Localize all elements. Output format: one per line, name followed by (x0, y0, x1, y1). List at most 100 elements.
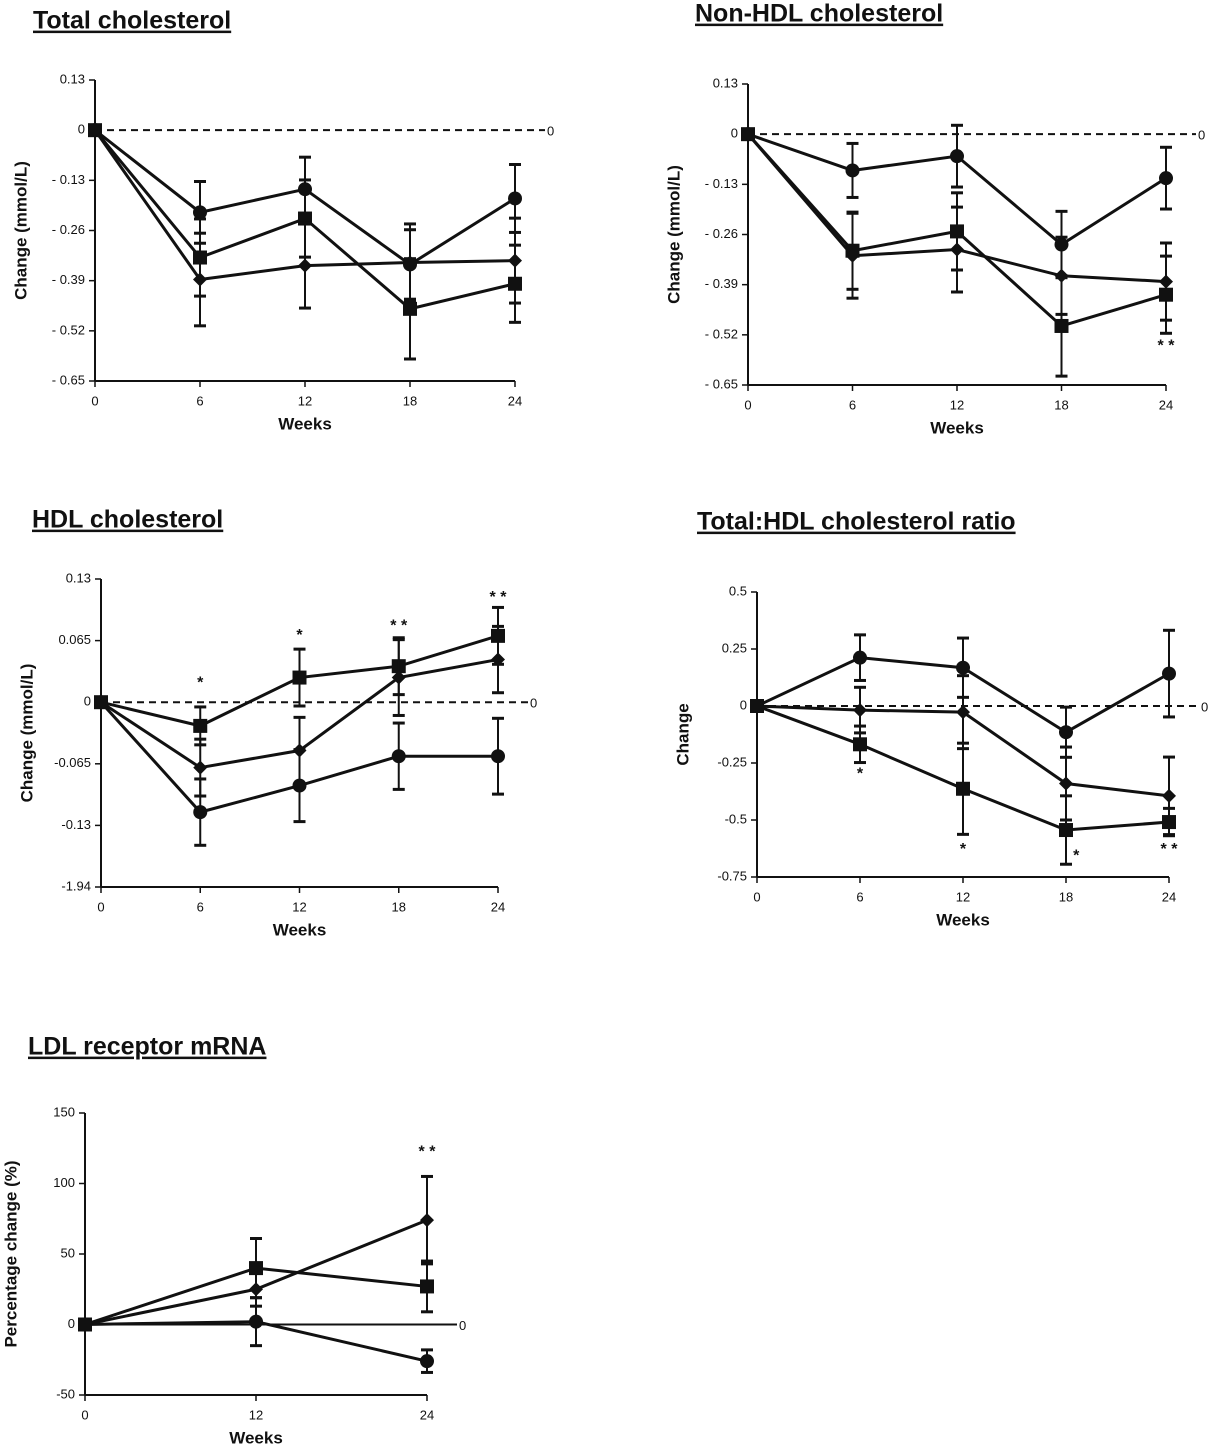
y-tick-label: -0.5 (725, 811, 747, 826)
marker-diamond (88, 123, 102, 138)
marker-square (750, 699, 764, 713)
marker-diamond (1054, 268, 1069, 283)
marker-diamond (1059, 776, 1073, 791)
reference-label: 0 (1198, 128, 1205, 143)
marker-circle (950, 149, 964, 164)
x-axis-label: Weeks (273, 920, 327, 939)
x-axis-label: Weeks (229, 1428, 283, 1447)
marker-square (1059, 823, 1073, 838)
reference-label: 0 (459, 1318, 466, 1333)
significance-mark: * * (390, 618, 408, 635)
marker-diamond (1159, 274, 1173, 289)
marker-circle (956, 660, 970, 675)
significance-mark: * * (419, 1144, 437, 1161)
marker-diamond (853, 703, 867, 718)
y-tick-label: - 0.13 (705, 176, 738, 191)
chart-panel: Total cholesterol 0.13 0 - 0.13 - 0.26 - 0.39… (11, 7, 554, 434)
significance-mark: * * (1158, 338, 1176, 355)
marker-circle (193, 205, 207, 220)
marker-circle (193, 805, 208, 820)
marker-circle (845, 163, 860, 178)
marker-diamond (420, 1213, 434, 1228)
significance-mark: * (296, 627, 303, 644)
marker-square (78, 1317, 92, 1332)
y-tick-label: 0.13 (60, 71, 85, 86)
y-tick-label: -0.065 (54, 755, 91, 770)
marker-square (249, 1261, 263, 1276)
significance-mark: * (197, 674, 204, 691)
marker-square (193, 718, 208, 733)
x-tick-label: 0 (753, 889, 760, 904)
y-tick-label: - 0.52 (705, 326, 738, 341)
marker-circle (249, 1314, 263, 1329)
x-tick-label: 0 (744, 397, 751, 412)
marker-circle (292, 778, 307, 793)
y-tick-label: 0 (84, 694, 91, 709)
x-tick-label: 24 (420, 1407, 434, 1422)
marker-circle (420, 1354, 434, 1369)
y-tick-label: -50 (56, 1386, 75, 1401)
y-tick-label: 0 (731, 126, 738, 141)
chart-panel: LDL receptor mRNA 150 100 50 0 -50 0 12 24 Weeks P… (1, 1033, 466, 1448)
x-axis-label: Weeks (936, 910, 990, 929)
marker-square (1162, 815, 1176, 830)
x-tick-label: 6 (197, 899, 204, 914)
x-tick-label: 24 (491, 899, 505, 914)
y-tick-label: 0.5 (729, 583, 747, 598)
y-tick-label: -0.75 (717, 868, 747, 883)
y-axis-label: Percentage change (%) (1, 1160, 20, 1347)
chart-panel: Total:HDL cholesterol ratio 0.5 0.25 0 -0.25… (673, 508, 1208, 930)
marker-diamond (741, 127, 755, 142)
marker-square (403, 301, 417, 316)
y-tick-label: 0.13 (713, 75, 738, 90)
x-axis-label: Weeks (930, 418, 984, 437)
marker-circle (491, 749, 505, 764)
y-tick-label: 0 (68, 1316, 75, 1331)
marker-diamond (845, 248, 860, 263)
marker-circle (1162, 666, 1176, 681)
y-axis-label: Change (mmol/L) (664, 165, 683, 304)
x-tick-label: 12 (249, 1407, 263, 1422)
y-tick-label: - 0.65 (52, 372, 85, 387)
y-tick-label: 0 (78, 122, 85, 137)
marker-square (420, 1279, 434, 1294)
y-tick-label: - 0.26 (705, 226, 738, 241)
marker-circle (391, 749, 406, 764)
y-tick-label: -0.25 (717, 754, 747, 769)
marker-circle (94, 695, 108, 710)
marker-diamond (950, 242, 964, 257)
chart-title: HDL cholesterol (32, 506, 223, 534)
reference-label: 0 (1201, 699, 1208, 714)
y-tick-label: -1.94 (61, 878, 91, 893)
marker-circle (508, 191, 522, 206)
y-tick-label: - 0.52 (52, 322, 85, 337)
marker-diamond (403, 255, 417, 270)
marker-diamond (1162, 788, 1176, 803)
marker-square (853, 737, 867, 752)
x-tick-label: 18 (392, 899, 406, 914)
marker-square (956, 781, 970, 796)
y-tick-label: 50 (61, 1245, 75, 1260)
significance-mark: * (1073, 848, 1080, 865)
reference-label: 0 (530, 696, 537, 711)
y-tick-label: 0.25 (722, 640, 747, 655)
y-tick-label: - 0.39 (52, 272, 85, 287)
x-tick-label: 24 (1162, 889, 1176, 904)
x-tick-label: 0 (91, 393, 98, 408)
x-tick-label: 12 (956, 889, 970, 904)
marker-diamond (298, 258, 312, 273)
significance-mark: * * (490, 589, 508, 606)
chart-title: Total cholesterol (33, 7, 231, 35)
y-axis-label: Change (673, 703, 692, 765)
reference-label: 0 (547, 124, 554, 139)
y-tick-label: -0.13 (61, 817, 91, 832)
marker-diamond (193, 272, 207, 287)
chart-title: Total:HDL cholesterol ratio (697, 508, 1016, 536)
marker-circle (1159, 171, 1173, 186)
x-tick-label: 24 (1159, 397, 1173, 412)
chart-title: Non-HDL cholesterol (695, 0, 943, 28)
x-tick-label: 18 (1054, 397, 1068, 412)
marker-diamond (193, 760, 208, 775)
x-tick-label: 0 (81, 1407, 88, 1422)
y-tick-label: - 0.39 (705, 276, 738, 291)
